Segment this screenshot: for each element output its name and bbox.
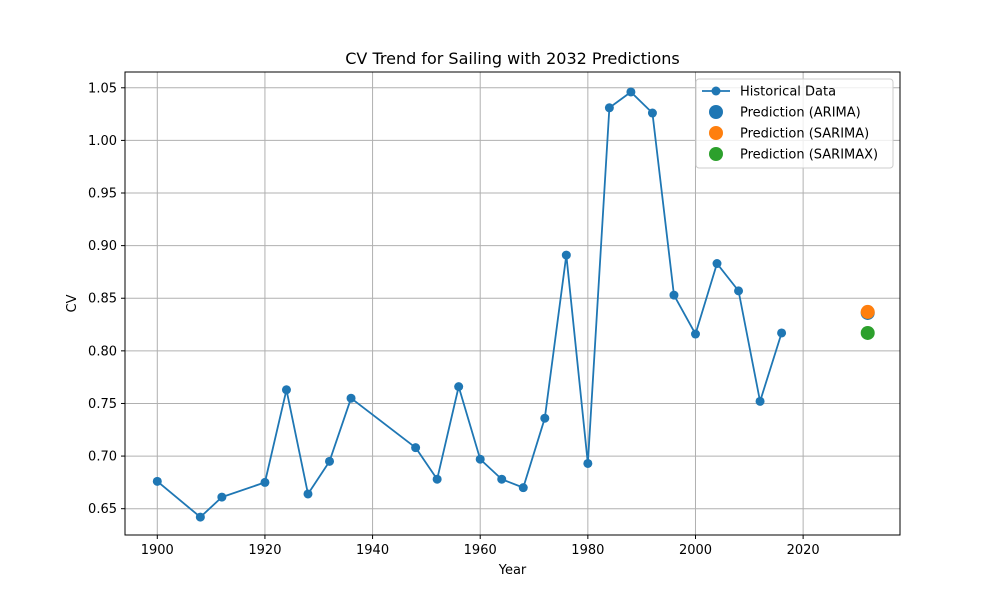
y-tick-label: 0.90 xyxy=(88,239,117,254)
historical-data-point xyxy=(626,87,636,97)
legend-label: Prediction (SARIMA) xyxy=(740,127,869,142)
historical-data-point xyxy=(281,385,291,395)
axes-ticks: 1900 1920 1940 1960 1980 2000 2020 0.65 0.70 0.75… xyxy=(88,81,820,558)
legend-items: Historical Data Prediction (ARIMA) Predict… xyxy=(702,85,878,163)
historical-data-point xyxy=(432,474,442,484)
x-tick-label: 1920 xyxy=(248,543,281,558)
historical-data-point xyxy=(325,456,335,466)
legend-label: Prediction (SARIMAX) xyxy=(740,148,878,163)
y-tick-label: 0.65 xyxy=(88,502,117,517)
x-tick-label: 1900 xyxy=(141,543,174,558)
y-axis-label: CV xyxy=(65,294,80,312)
legend-label: Historical Data xyxy=(740,85,836,100)
y-tick-label: 0.95 xyxy=(88,187,117,202)
historical-data-point xyxy=(518,483,528,493)
historical-data-point xyxy=(475,454,485,464)
historical-data-point xyxy=(561,250,571,260)
historical-data-point xyxy=(497,474,507,484)
chart-title: CV Trend for Sailing with 2032 Predictio… xyxy=(345,49,680,68)
historical-data-point xyxy=(755,396,765,406)
y-tick-label: 0.85 xyxy=(88,292,117,307)
prediction-point xyxy=(860,304,875,319)
legend-box xyxy=(695,78,894,169)
legend-marker-swatch xyxy=(709,126,723,140)
legend-marker-swatch xyxy=(709,105,723,119)
historical-data-line xyxy=(156,91,783,519)
historical-data-point xyxy=(152,476,162,486)
plot-frame xyxy=(124,71,901,536)
historical-data-point xyxy=(712,259,722,269)
y-tick-label: 1.00 xyxy=(88,134,117,149)
historical-data-point xyxy=(604,103,614,113)
historical-data-point xyxy=(777,328,787,338)
historical-data-point xyxy=(217,492,227,502)
historical-data-point xyxy=(690,329,700,339)
historical-data-point xyxy=(195,512,205,522)
x-tick-label: 1940 xyxy=(356,543,389,558)
historical-data-point xyxy=(346,393,356,403)
x-tick-label: 1960 xyxy=(464,543,497,558)
historical-data-point xyxy=(583,458,593,468)
historical-data-point xyxy=(734,286,744,296)
historical-data-point xyxy=(647,108,657,118)
x-axis-label: Year xyxy=(498,563,527,578)
x-tick-label: 2020 xyxy=(787,543,820,558)
legend-marker-swatch xyxy=(711,86,721,96)
historical-data-point xyxy=(454,382,464,392)
x-tick-label: 2000 xyxy=(679,543,712,558)
y-tick-label: 0.70 xyxy=(88,450,117,465)
grid-lines xyxy=(125,72,900,535)
historical-data-point xyxy=(540,413,550,423)
legend-label: Prediction (ARIMA) xyxy=(740,106,861,121)
y-tick-label: 0.80 xyxy=(88,344,117,359)
series-layer xyxy=(152,87,875,522)
legend-marker-swatch xyxy=(709,147,723,161)
historical-data-point xyxy=(411,443,421,453)
prediction-point xyxy=(860,325,875,340)
historical-data-point xyxy=(303,489,313,499)
historical-data-point xyxy=(260,477,270,487)
y-tick-label: 0.75 xyxy=(88,397,117,412)
historical-data-point xyxy=(669,290,679,300)
x-tick-label: 1980 xyxy=(571,543,604,558)
legend: Historical Data Prediction (ARIMA) Predict… xyxy=(695,78,894,169)
y-tick-label: 1.05 xyxy=(88,81,117,96)
